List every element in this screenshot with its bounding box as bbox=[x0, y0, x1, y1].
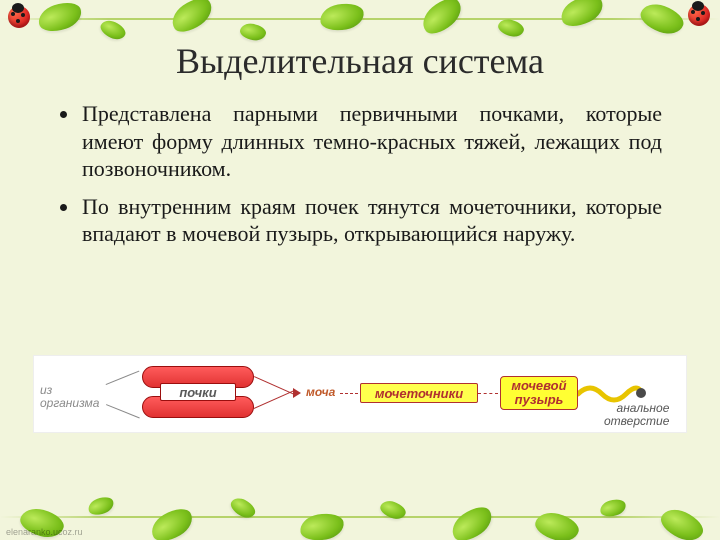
connector-line bbox=[478, 393, 498, 394]
slide-content: Выделительная система Представлена парны… bbox=[0, 0, 720, 540]
arrowhead-icon bbox=[293, 388, 301, 398]
diagram-box-kidneys: почки bbox=[160, 383, 236, 401]
bullet-list: Представлена парными первичными почками,… bbox=[58, 100, 662, 248]
excretory-diagram: из организма почки моча мочеточники моче… bbox=[34, 356, 686, 432]
bullet-item: По внутренним краям почек тянутся мочето… bbox=[80, 193, 662, 248]
connector-line bbox=[340, 393, 358, 394]
watermark: elenaranko.ucoz.ru bbox=[6, 527, 83, 537]
bullet-item: Представлена парными первичными почками,… bbox=[80, 100, 662, 183]
terminal-dot-icon bbox=[636, 388, 646, 398]
connector-line bbox=[106, 404, 140, 419]
diagram-label-urine: моча bbox=[306, 386, 335, 399]
diagram-label-from-organism: из организма bbox=[40, 384, 99, 409]
diagram-box-bladder: мочевой пузырь bbox=[500, 376, 578, 410]
connector-line bbox=[106, 371, 140, 386]
diagram-label-anal: анальное отверстие bbox=[604, 402, 669, 427]
slide-title: Выделительная система bbox=[58, 40, 662, 82]
connector-line bbox=[254, 390, 295, 410]
diagram-box-ureters: мочеточники bbox=[360, 383, 478, 403]
